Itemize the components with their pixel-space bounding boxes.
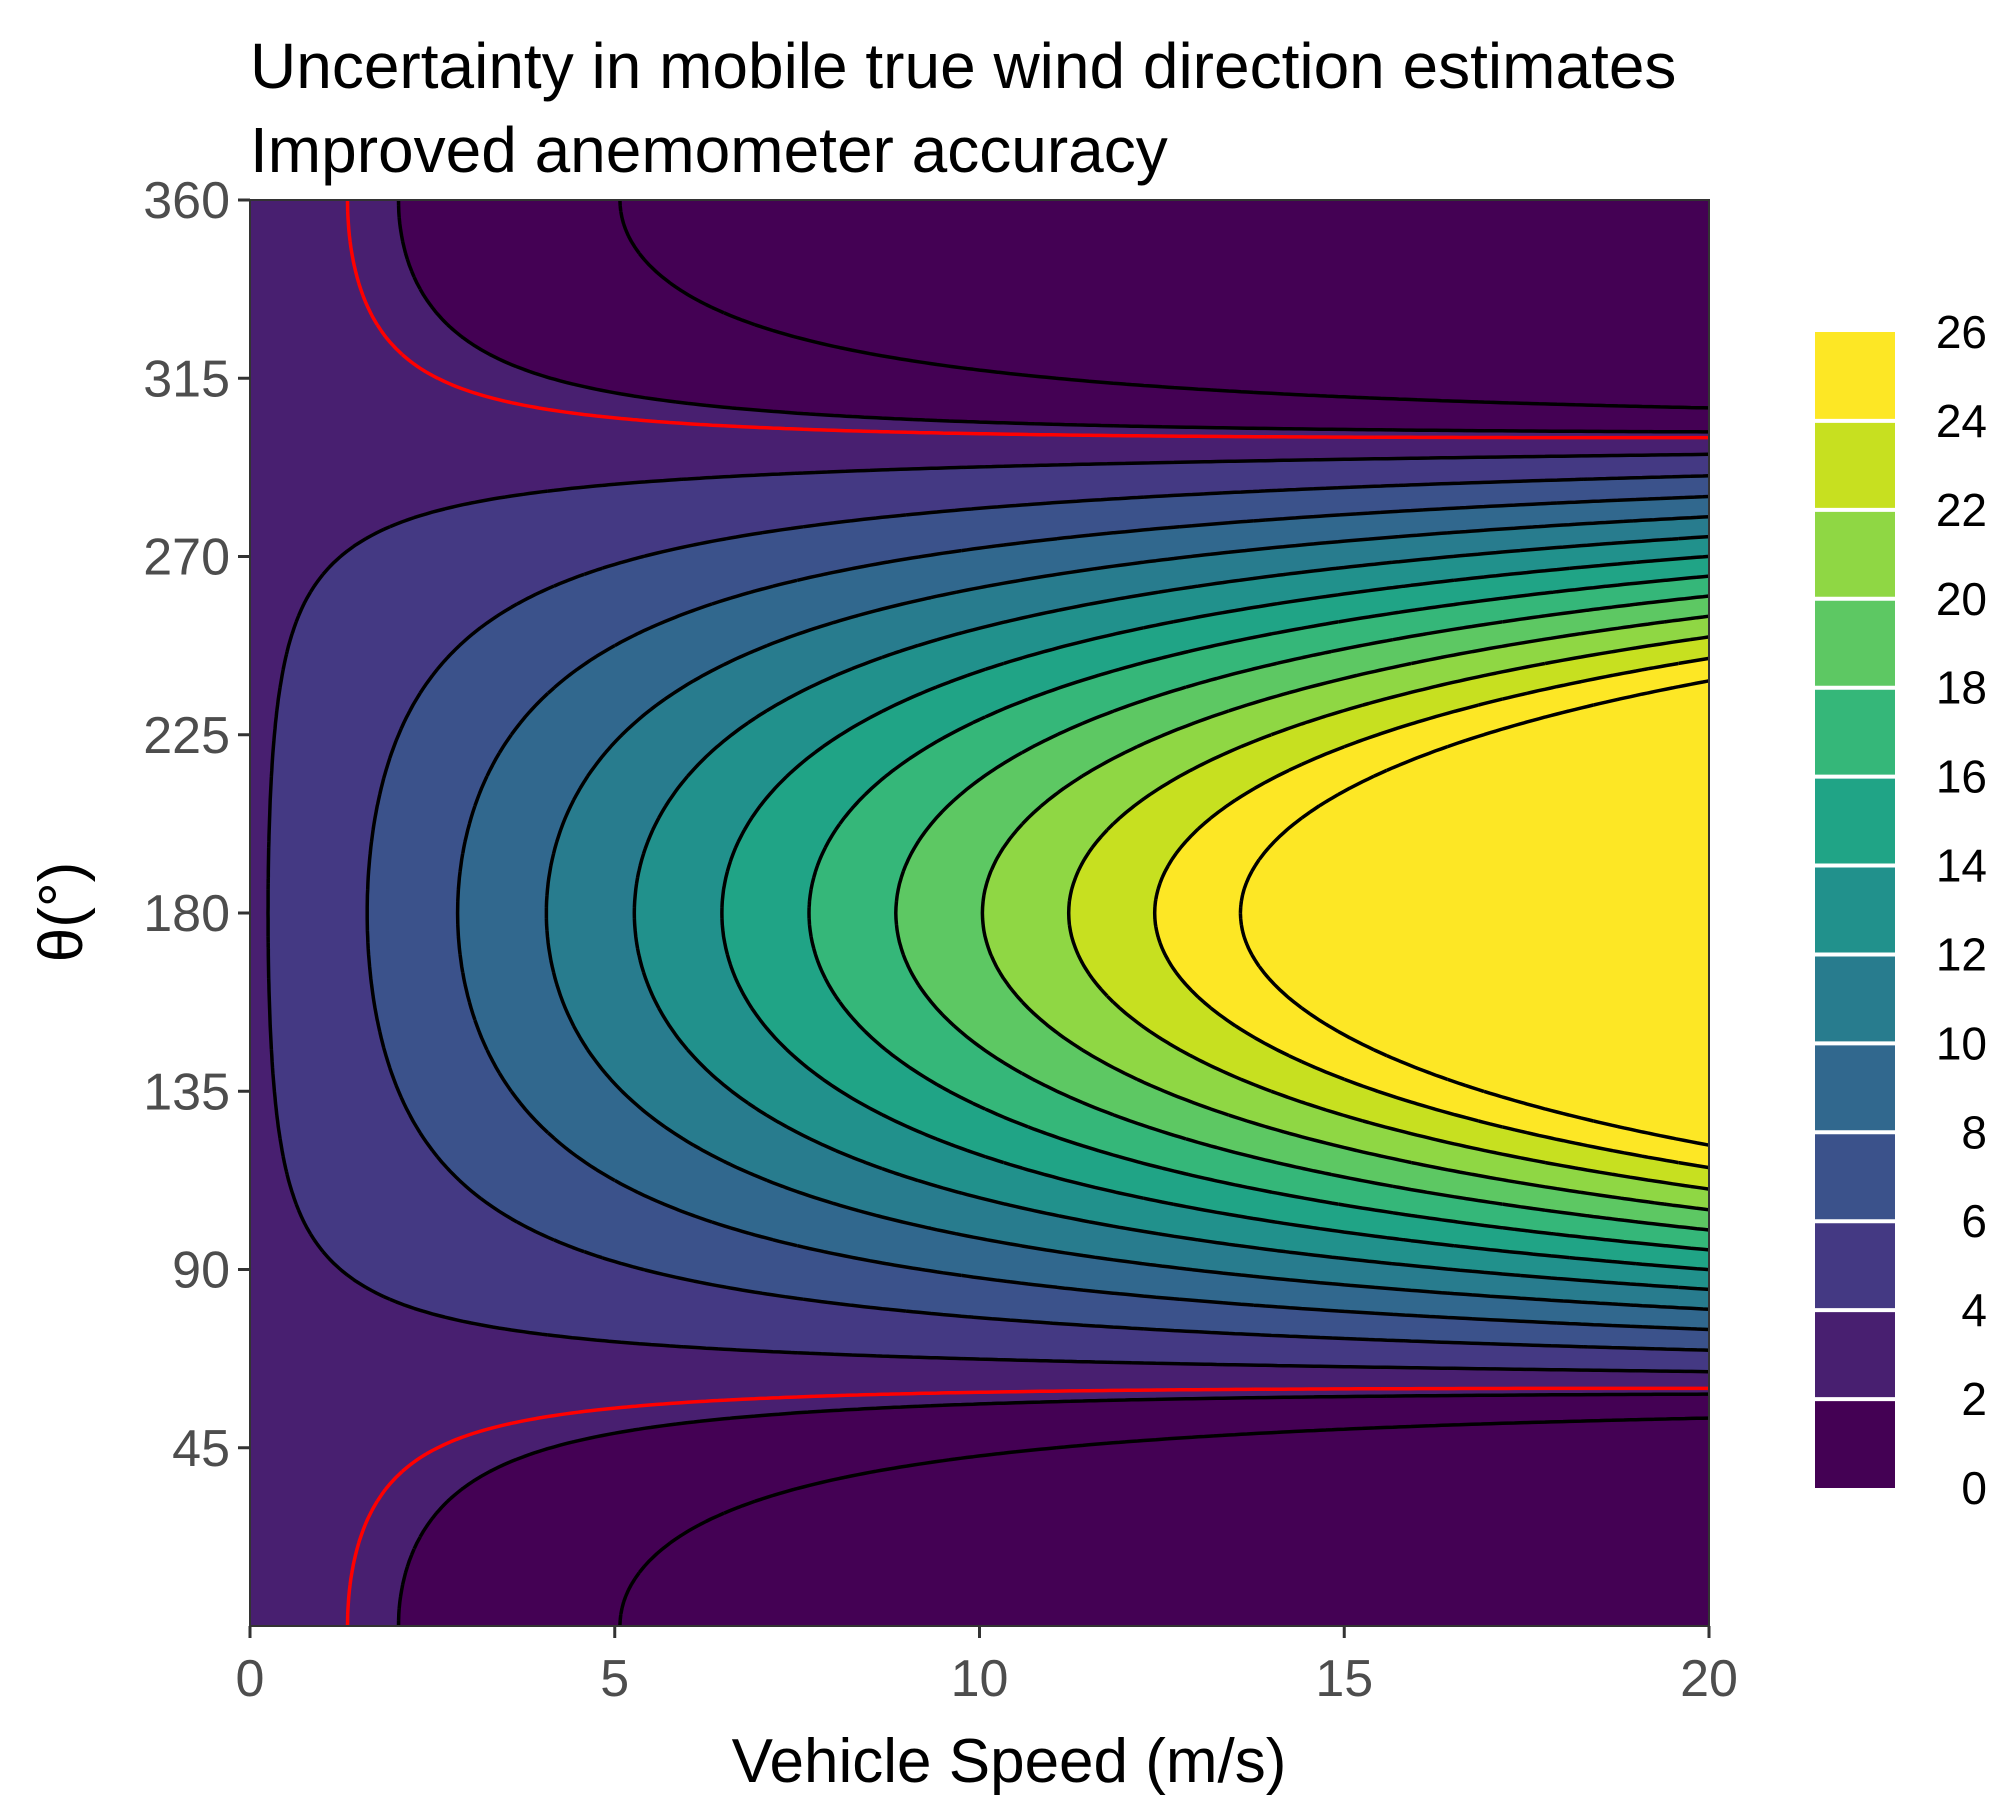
- chart-title: Uncertainty in mobile true wind directio…: [250, 30, 1676, 186]
- contour-line-2: [396, 199, 1709, 1627]
- legend-label: 8: [1961, 1106, 1987, 1158]
- legend-swatch: [1815, 509, 1895, 599]
- x-tick-label: 15: [1315, 1650, 1373, 1708]
- legend-label: 16: [1936, 751, 1987, 803]
- contour-line-8: [455, 494, 1710, 1332]
- legend-label: 0: [1961, 1462, 1987, 1514]
- x-axis-title: Vehicle Speed (m/s): [732, 1727, 1287, 1796]
- legend-swatch: [1815, 687, 1895, 777]
- legend-label: 2: [1961, 1373, 1987, 1425]
- y-tick-label: 135: [143, 1063, 230, 1121]
- legend-swatch: [1815, 420, 1895, 510]
- contour-line-12: [632, 534, 1710, 1292]
- y-tick-label: 45: [172, 1420, 230, 1478]
- x-tick-label: 0: [236, 1650, 265, 1708]
- y-axis-title: θ(°): [27, 862, 96, 963]
- contour-line-24: [1152, 656, 1710, 1170]
- contour-line-26: [1238, 679, 1710, 1147]
- contour-lines: [266, 199, 1710, 1627]
- legend-swatch: [1815, 1399, 1895, 1488]
- contour-line-22: [1066, 635, 1710, 1191]
- y-axis: 45 90 135 180 225 270 315 360: [143, 172, 250, 1478]
- y-tick-label: 225: [143, 707, 230, 765]
- y-tick-label: 315: [143, 350, 230, 408]
- legend-swatch: [1815, 865, 1895, 955]
- chart-title-line-1: Uncertainty in mobile true wind directio…: [250, 30, 1676, 102]
- legend-label: 20: [1936, 573, 1987, 625]
- contour-line-20: [980, 614, 1710, 1212]
- legend-swatch: [1815, 776, 1895, 866]
- contour-line-16: [807, 574, 1710, 1252]
- legend-label: 22: [1936, 484, 1987, 536]
- legend-swatch: [1815, 1221, 1895, 1311]
- x-tick-label: 20: [1680, 1650, 1738, 1708]
- contour-line-6: [365, 474, 1710, 1352]
- contour-line-10: [544, 514, 1710, 1312]
- y-tick-label: 360: [143, 172, 230, 230]
- contour-fill-raster: [250, 200, 1709, 1626]
- legend-swatch: [1815, 332, 1895, 421]
- legend-label: 26: [1936, 306, 1987, 358]
- y-tick-label: 90: [172, 1242, 230, 1300]
- plot-panel: [249, 199, 1710, 1627]
- legend-label: 14: [1936, 840, 1987, 892]
- legend-label: 24: [1936, 395, 1987, 447]
- highlight-contour-line: [345, 199, 1709, 1627]
- chart-title-line-2: Improved anemometer accuracy: [250, 114, 1168, 186]
- x-tick-label: 5: [600, 1650, 629, 1708]
- y-tick-label: 180: [143, 885, 230, 943]
- legend-label: 6: [1961, 1195, 1987, 1247]
- y-tick-label: 270: [143, 529, 230, 587]
- legend-swatch: [1815, 598, 1895, 688]
- legend-swatch: [1815, 1043, 1895, 1133]
- legend-label: 18: [1936, 662, 1987, 714]
- legend-swatch: [1815, 1132, 1895, 1222]
- legend-label: 10: [1936, 1017, 1987, 1069]
- contour-line-4: [266, 452, 1710, 1374]
- x-axis: 0 5 10 15 20: [236, 1626, 1738, 1708]
- legend-label: 12: [1936, 928, 1987, 980]
- x-tick-label: 10: [951, 1650, 1009, 1708]
- contour-line-0: [618, 199, 1710, 1627]
- legend-swatch: [1815, 1310, 1895, 1400]
- legend-label: 4: [1961, 1284, 1987, 1336]
- legend-swatch: [1815, 954, 1895, 1044]
- contour-line-18: [894, 594, 1710, 1232]
